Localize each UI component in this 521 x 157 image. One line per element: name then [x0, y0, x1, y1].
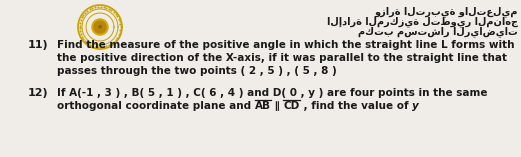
Text: CD: CD: [283, 101, 300, 111]
Text: the positive direction of the X-axis, if it was parallel to the straight line th: the positive direction of the X-axis, if…: [57, 53, 507, 63]
Text: وزارة التربية والتعليم: وزارة التربية والتعليم: [375, 6, 518, 17]
Text: AB: AB: [255, 101, 271, 111]
Text: Find the measure of the positive angle in which the straight line L forms with: Find the measure of the positive angle i…: [57, 40, 515, 50]
Text: , find the value of: , find the value of: [300, 101, 412, 111]
Text: الإدارة المركزية لتطوير المناهج: الإدارة المركزية لتطوير المناهج: [327, 16, 518, 27]
Text: مكتب مستشار الرياضيات: مكتب مستشار الرياضيات: [358, 26, 518, 37]
Text: orthogonal coordinate plane and: orthogonal coordinate plane and: [57, 101, 255, 111]
Text: passes through the two points ( 2 , 5 ) , ( 5 , 8 ): passes through the two points ( 2 , 5 ) …: [57, 66, 337, 76]
Text: 11): 11): [28, 40, 48, 50]
Text: If A(-1 , 3 ) , B( 5 , 1 ) , C( 6 , 4 ) and D( 0 , y ) are four points in the sa: If A(-1 , 3 ) , B( 5 , 1 ) , C( 6 , 4 ) …: [57, 88, 488, 98]
Text: 12): 12): [28, 88, 48, 98]
Circle shape: [94, 21, 106, 33]
Circle shape: [92, 19, 108, 35]
Text: y: y: [412, 101, 418, 111]
Text: ★: ★: [97, 24, 103, 30]
Text: ∥: ∥: [271, 101, 283, 111]
